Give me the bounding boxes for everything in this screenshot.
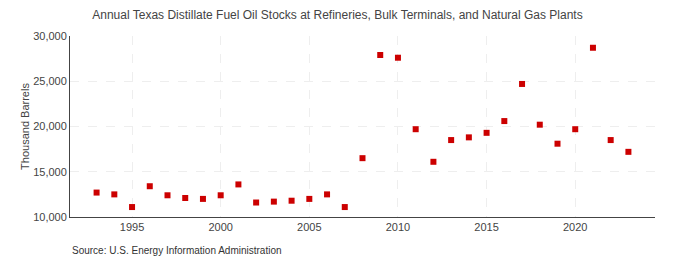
- svg-text:30,000: 30,000: [33, 30, 67, 42]
- svg-text:2010: 2010: [386, 221, 410, 233]
- svg-text:20,000: 20,000: [33, 120, 67, 132]
- svg-text:15,000: 15,000: [33, 166, 67, 178]
- svg-text:2020: 2020: [563, 221, 587, 233]
- svg-text:2015: 2015: [474, 221, 498, 233]
- svg-text:25,000: 25,000: [33, 75, 67, 87]
- svg-text:10,000: 10,000: [33, 211, 67, 223]
- svg-text:Source: U.S. Energy Informatio: Source: U.S. Energy Information Administ…: [72, 245, 282, 256]
- svg-text:Annual Texas Distillate Fuel O: Annual Texas Distillate Fuel Oil Stocks …: [92, 8, 582, 22]
- svg-text:1995: 1995: [120, 221, 144, 233]
- svg-text:2000: 2000: [208, 221, 232, 233]
- svg-text:Thousand Barrels: Thousand Barrels: [19, 83, 31, 170]
- svg-text:2005: 2005: [297, 221, 321, 233]
